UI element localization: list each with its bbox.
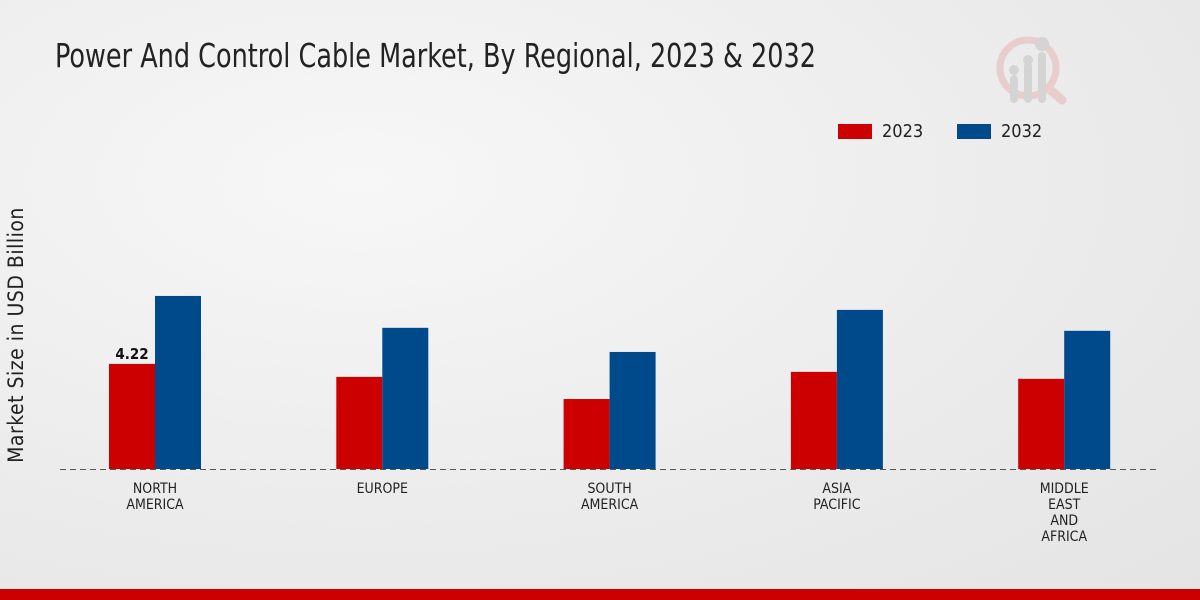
bar-2023-north-america: [109, 363, 155, 469]
legend-swatch-2023: [838, 124, 872, 139]
data-label: 4.22: [115, 345, 148, 363]
bar-2023-middle-east-and-africa: [1018, 378, 1065, 469]
legend-label-2032: 2032: [1001, 121, 1043, 142]
bar-2032-europe: [382, 327, 429, 469]
bar-2032-asia-pacific: [836, 309, 883, 469]
legend-label-2023: 2023: [882, 121, 924, 142]
x-tick-label: AMERICA: [126, 497, 184, 513]
x-tick-label: AFRICA: [1041, 529, 1087, 545]
x-tick-label: NORTH: [133, 481, 177, 497]
bar-2023-south-america: [563, 399, 610, 469]
bar-2023-europe: [336, 376, 383, 469]
legend-item-2023: 2023: [838, 121, 923, 142]
x-tick-label: EUROPE: [357, 481, 408, 497]
x-tick-label: PACIFIC: [813, 497, 861, 513]
x-tick-label: MIDDLE: [1040, 481, 1089, 497]
bar-2032-north-america: [155, 295, 201, 469]
bottom-accent-bar: [0, 589, 1200, 600]
legend-swatch-2032: [957, 124, 991, 139]
x-tick-label: ASIA: [822, 481, 851, 497]
bar-2023-asia-pacific: [790, 371, 837, 469]
x-tick-label: AMERICA: [581, 497, 639, 513]
legend-item-2032: 2032: [957, 121, 1042, 142]
x-tick-label: EAST: [1048, 497, 1081, 513]
x-tick-label: AND: [1050, 513, 1078, 529]
bar-2032-middle-east-and-africa: [1064, 330, 1111, 469]
chart-title: Power And Control Cable Market, By Regio…: [55, 36, 817, 75]
bar-2032-south-america: [609, 351, 656, 469]
x-tick-label: SOUTH: [587, 481, 631, 497]
